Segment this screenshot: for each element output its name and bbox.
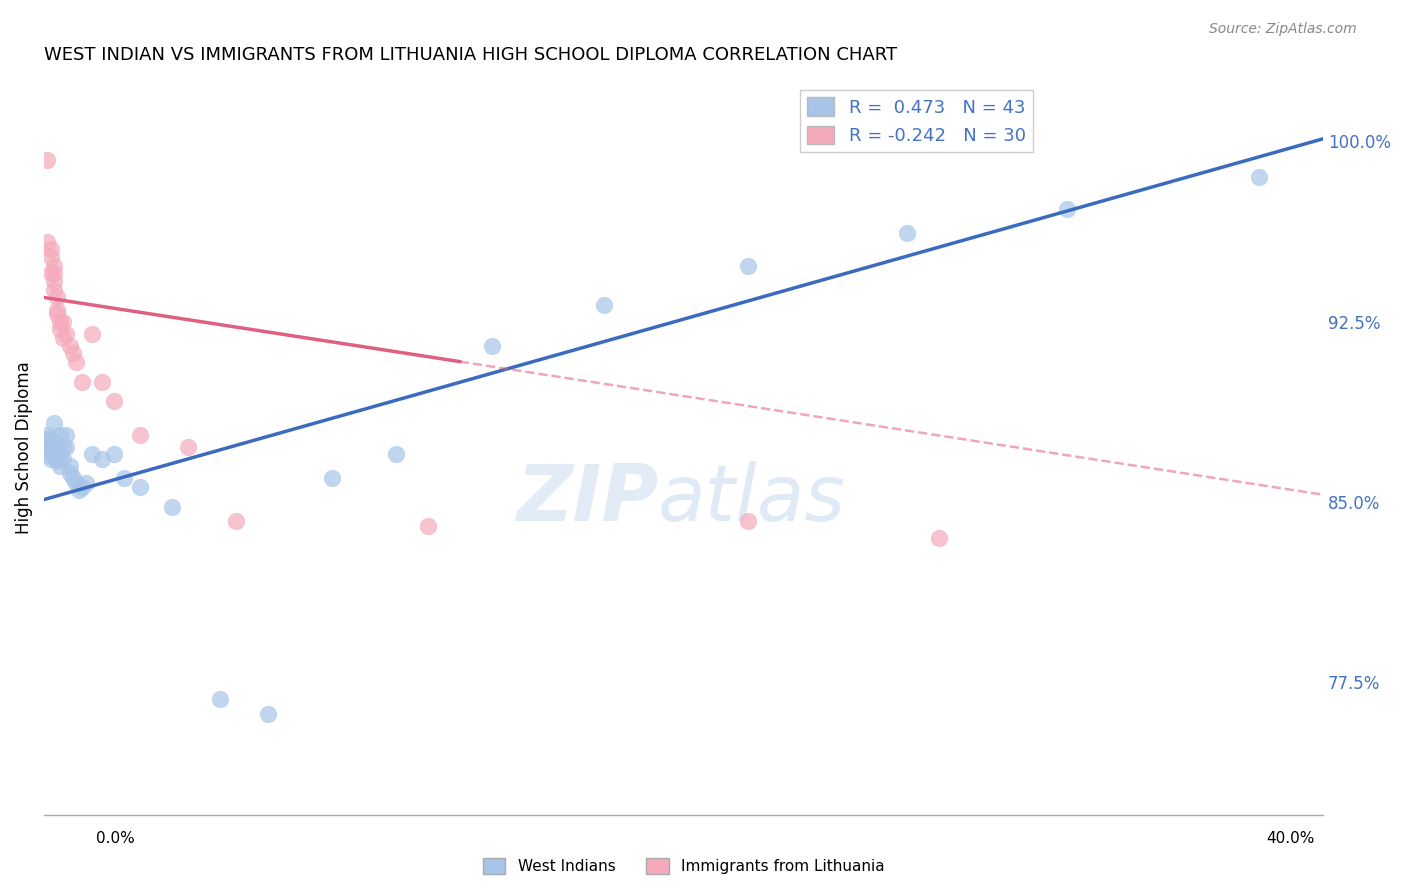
Point (129, 481, 152, 495)
Point (39, 267, 62, 281)
Point (45, 291, 67, 305)
Point (55, 326, 77, 341)
Point (385, 447, 408, 461)
Point (65, 355, 87, 369)
Point (39, 451, 62, 466)
Point (42, 434, 65, 449)
Point (42, 416, 65, 430)
Point (52, 331, 75, 345)
Point (37, 427, 59, 442)
Point (45, 302, 67, 317)
Point (49, 322, 72, 336)
Point (103, 393, 125, 408)
Point (42, 283, 65, 297)
Point (45, 442, 67, 456)
Point (59, 466, 82, 480)
Point (62, 346, 84, 360)
Point (55, 427, 77, 442)
Point (90, 451, 112, 466)
Point (49, 458, 72, 473)
Point (737, 514, 759, 528)
Point (39, 442, 62, 456)
Point (129, 427, 152, 442)
Point (49, 447, 72, 461)
Point (37, 440, 59, 454)
Point (59, 338, 82, 352)
Point (90, 375, 112, 389)
Point (321, 471, 343, 485)
Point (1249, 170, 1271, 185)
Point (592, 298, 614, 312)
Point (72, 481, 94, 495)
Point (225, 514, 247, 528)
Point (49, 427, 72, 442)
Point (67, 483, 90, 497)
Point (75, 475, 97, 490)
Y-axis label: High School Diploma: High School Diploma (15, 361, 32, 534)
Point (80, 447, 103, 461)
Text: ZIP: ZIP (516, 461, 658, 537)
Point (59, 458, 82, 473)
Point (160, 500, 183, 514)
Point (39, 243, 62, 257)
Point (52, 440, 75, 454)
Point (72, 375, 94, 389)
Point (42, 267, 65, 281)
Point (80, 326, 103, 341)
Text: Source: ZipAtlas.com: Source: ZipAtlas.com (1209, 22, 1357, 37)
Point (39, 250, 62, 264)
Point (208, 692, 231, 706)
Point (37, 153, 59, 168)
Point (737, 259, 759, 273)
Text: WEST INDIAN VS IMMIGRANTS FROM LITHUANIA HIGH SCHOOL DIPLOMA CORRELATION CHART: WEST INDIAN VS IMMIGRANTS FROM LITHUANIA… (44, 46, 897, 64)
Point (45, 451, 67, 466)
Point (416, 519, 439, 533)
Point (42, 259, 65, 273)
Point (103, 447, 125, 461)
Point (62, 471, 84, 485)
Point (55, 440, 77, 454)
Point (257, 706, 280, 721)
Point (39, 433, 62, 447)
Point (37, 235, 59, 250)
Point (65, 475, 87, 490)
Text: 0.0%: 0.0% (96, 831, 135, 846)
Point (928, 531, 950, 545)
Text: atlas: atlas (658, 461, 846, 537)
Point (42, 447, 65, 461)
Point (42, 274, 65, 288)
Point (1056, 202, 1078, 216)
Point (37, 433, 59, 447)
Point (177, 440, 200, 454)
Point (52, 314, 75, 328)
Point (52, 451, 75, 466)
Text: 40.0%: 40.0% (1267, 831, 1315, 846)
Point (112, 471, 135, 485)
Point (45, 454, 67, 468)
Point (37, 447, 59, 461)
Point (49, 314, 72, 328)
Point (481, 338, 503, 352)
Point (896, 226, 918, 240)
Legend: R =  0.473   N = 43, R = -0.242   N = 30: R = 0.473 N = 43, R = -0.242 N = 30 (800, 90, 1033, 153)
Point (45, 307, 67, 321)
